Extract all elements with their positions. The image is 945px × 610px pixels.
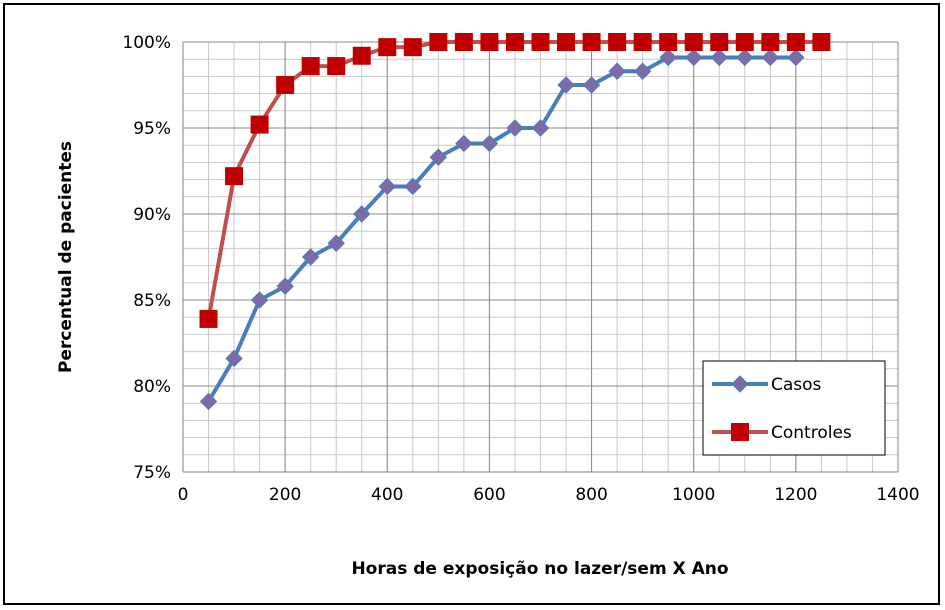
data-point-controles bbox=[812, 33, 831, 51]
y-tick-label: 80% bbox=[133, 377, 171, 397]
data-point-casos bbox=[455, 134, 473, 153]
legend-label-casos: Casos bbox=[771, 375, 822, 395]
data-point-casos bbox=[787, 48, 805, 67]
data-point-controles bbox=[378, 38, 397, 57]
data-point-casos bbox=[633, 62, 652, 80]
data-point-controles bbox=[480, 33, 499, 51]
data-point-controles bbox=[531, 33, 550, 51]
data-point-casos bbox=[608, 62, 626, 80]
x-axis-ticks: 0 200 400 600 800 1000 1200 1400 bbox=[178, 485, 920, 505]
y-axis-ticks: 75% 80% 85% 90% 95% 100% bbox=[122, 33, 171, 483]
data-point-controles bbox=[199, 309, 218, 328]
data-point-casos bbox=[710, 48, 728, 67]
data-point-controles bbox=[250, 115, 269, 134]
x-tick-label: 200 bbox=[269, 485, 301, 505]
data-point-casos bbox=[685, 48, 703, 67]
x-tick-label: 1000 bbox=[672, 485, 715, 505]
legend: Casos Controles bbox=[702, 360, 886, 456]
data-point-controles bbox=[301, 57, 320, 76]
data-point-controles bbox=[276, 76, 295, 94]
data-point-casos bbox=[761, 48, 780, 67]
data-point-casos bbox=[250, 291, 269, 309]
y-tick-label: 95% bbox=[133, 119, 171, 139]
y-tick-label: 75% bbox=[133, 463, 171, 483]
data-point-controles bbox=[225, 167, 244, 186]
data-point-casos bbox=[199, 392, 218, 411]
data-point-casos bbox=[404, 177, 422, 196]
data-point-controles bbox=[352, 46, 371, 65]
data-point-controles bbox=[761, 33, 780, 51]
data-point-casos bbox=[506, 119, 524, 137]
x-tick-label: 400 bbox=[371, 485, 403, 505]
data-point-casos bbox=[353, 205, 371, 223]
data-point-controles bbox=[454, 33, 473, 51]
data-point-casos bbox=[736, 48, 754, 67]
y-tick-label: 85% bbox=[133, 291, 171, 311]
data-point-casos bbox=[557, 76, 575, 94]
data-point-controles bbox=[608, 33, 627, 51]
data-point-controles bbox=[505, 33, 524, 51]
x-tick-label: 1200 bbox=[774, 485, 817, 505]
data-point-controles bbox=[710, 33, 729, 51]
data-point-casos bbox=[531, 119, 550, 137]
data-point-controles bbox=[582, 33, 601, 51]
x-tick-label: 600 bbox=[473, 485, 505, 505]
x-tick-label: 0 bbox=[178, 485, 189, 505]
series-layer bbox=[199, 33, 831, 411]
data-point-controles bbox=[429, 33, 448, 51]
data-point-casos bbox=[582, 76, 601, 94]
x-tick-label: 1400 bbox=[876, 485, 919, 505]
data-point-controles bbox=[735, 33, 754, 51]
data-point-casos bbox=[301, 248, 320, 266]
data-point-controles bbox=[403, 38, 422, 57]
data-point-casos bbox=[327, 234, 345, 252]
data-point-controles bbox=[786, 33, 805, 51]
data-point-casos bbox=[659, 48, 677, 67]
data-point-controles bbox=[633, 33, 652, 51]
x-axis-title: Horas de exposição no lazer/sem X Ano bbox=[351, 559, 728, 579]
data-point-casos bbox=[225, 349, 243, 368]
legend-marker-controles bbox=[731, 423, 749, 441]
data-point-casos bbox=[276, 277, 294, 295]
data-point-controles bbox=[557, 33, 576, 51]
data-point-controles bbox=[684, 33, 703, 51]
legend-marker-casos bbox=[731, 375, 749, 393]
data-point-casos bbox=[429, 148, 448, 166]
data-point-casos bbox=[378, 177, 396, 196]
data-point-casos bbox=[480, 134, 499, 153]
y-tick-label: 100% bbox=[122, 33, 171, 53]
y-tick-label: 90% bbox=[133, 205, 171, 225]
data-point-controles bbox=[327, 57, 346, 76]
y-axis-title: Percentual de pacientes bbox=[56, 141, 76, 373]
data-point-controles bbox=[659, 33, 678, 51]
x-tick-label: 800 bbox=[575, 485, 607, 505]
legend-label-controles: Controles bbox=[771, 423, 852, 443]
